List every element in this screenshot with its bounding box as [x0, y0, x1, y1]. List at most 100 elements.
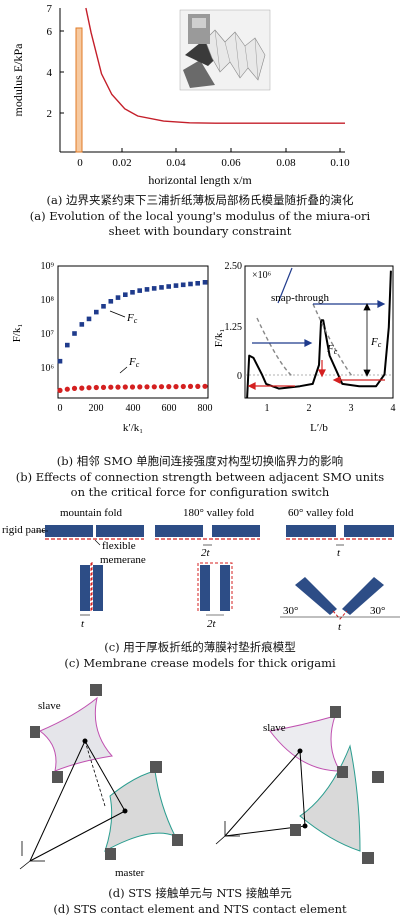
lower-data-point	[158, 384, 165, 390]
b-y-tick-1e9: 10⁹	[41, 261, 55, 272]
panel-a-inset-photo	[179, 9, 271, 91]
y-tick-6: 6	[47, 26, 53, 38]
svg-text:Fc: Fc	[128, 356, 140, 369]
sts-contact-element	[19, 684, 183, 870]
upper-data-point	[202, 280, 208, 285]
lower-data-point	[93, 384, 99, 391]
crease-180-folded: 2t	[197, 562, 233, 630]
x-tick-0: 0	[77, 157, 83, 169]
upper-data-point	[144, 287, 150, 292]
panel-b-blue-arrows	[252, 267, 386, 347]
lower-data-point	[79, 385, 85, 391]
panel-d-caption-cn: (d) STS 接触单元与 NTS 接触单元	[108, 886, 292, 900]
x-tick-002: 0.02	[112, 157, 131, 169]
label-t-60: t	[338, 621, 342, 633]
b-y-tick-1e6: 10⁶	[41, 363, 55, 374]
panel-b-right-y-ticks: 2.50 1.25 0	[225, 261, 243, 382]
lower-data-point	[86, 385, 92, 391]
panel-b-left-y-label: F/k₁	[11, 324, 23, 343]
panel-b-caption-cn: (b) 相邻 SMO 单胞间连接强度对构型切换临界力的影响	[56, 454, 344, 468]
panel-b-right-x-ticks: 1 2 3 4	[265, 403, 396, 414]
panel-a-figure: 7 6 4 2 modulus E/kPa 0 0.02 0.04 0.06 0…	[11, 3, 350, 187]
panel-a-modulus-line	[85, 7, 345, 124]
panel-d-figure: slave master slave	[19, 684, 384, 879]
upper-data-point	[72, 331, 77, 336]
lower-data-point	[100, 384, 107, 390]
y-tick-7: 7	[47, 3, 53, 15]
label-30-left: 30°	[283, 605, 298, 617]
upper-data-point	[57, 358, 63, 364]
lower-data-point	[137, 384, 143, 390]
label-2t-folded: 2t	[207, 618, 217, 630]
panel-b-caption-en-1: (b) Effects of connection strength betwe…	[15, 470, 385, 484]
panel-c-caption-cn: (c) 用于厚板折纸的薄膜衬垫折痕模型	[104, 640, 296, 654]
upper-data-point	[101, 304, 106, 309]
panel-a-curve	[85, 7, 345, 124]
lower-data-point	[64, 386, 70, 392]
label-t-mountain: t	[81, 618, 85, 630]
upper-data-point	[86, 316, 92, 322]
nts-contact-element	[215, 706, 384, 864]
label-slave-left: slave	[38, 700, 61, 712]
b-x-tick-0: 0	[58, 403, 63, 414]
label-t-top: t	[337, 547, 341, 559]
panel-b-right-curve	[246, 270, 392, 399]
upper-data-point	[65, 342, 70, 348]
x-tick-008: 0.08	[276, 157, 296, 169]
lower-data-point	[57, 387, 63, 393]
panel-b-fc-lower: Fc	[119, 356, 140, 374]
panel-b-caption-en-2: on the critical force for configuration …	[70, 485, 330, 499]
panel-b-figure: 10⁹ 10⁸ 10⁷ 10⁶ F/k₁ 0 200 400 600 800 k…	[11, 261, 396, 434]
br-x-2: 2	[307, 403, 312, 414]
panel-b-left-x-ticks: 0 200 400 600 800	[58, 403, 213, 414]
svg-text:Fc: Fc	[126, 312, 138, 325]
lower-data-point	[151, 384, 157, 390]
panel-b-right-scale: ×10⁶	[252, 270, 272, 281]
upper-data-point	[173, 283, 179, 288]
upper-data-point	[166, 284, 171, 289]
panel-a-caption-en-2: sheet with boundary constraint	[108, 224, 292, 238]
panel-a-axes	[59, 8, 345, 153]
panel-b-left-frame	[57, 265, 209, 399]
panel-a-x-ticks: 0 0.02 0.04 0.06 0.08 0.10	[77, 157, 350, 169]
crease-60-flat: t	[286, 525, 394, 559]
lower-data-point	[202, 383, 208, 389]
b-y-tick-1e7: 10⁷	[41, 329, 55, 340]
label-memerane: memerane	[100, 554, 146, 566]
crease-mountain-folded: t	[80, 561, 103, 630]
upper-data-point	[94, 309, 99, 315]
label-flexible: flexible	[102, 540, 136, 552]
upper-data-point	[195, 281, 200, 286]
lower-data-point	[122, 384, 128, 390]
panel-a-y-label: modulus E/kPa	[11, 43, 25, 117]
b-y-tick-1e8: 10⁸	[41, 295, 55, 306]
upper-data-point	[180, 282, 186, 288]
panel-b-right-fc-mid: Fc	[326, 343, 338, 356]
panel-b-left-y-ticks: 10⁹ 10⁸ 10⁷ 10⁶	[41, 261, 55, 374]
crease-60-folded: 30° 30° t	[280, 577, 400, 633]
upper-data-point	[123, 292, 128, 297]
y-tick-4: 4	[47, 67, 53, 79]
panel-b-right-x-label: L′/b	[310, 422, 328, 434]
y-tick-2: 2	[47, 108, 53, 120]
panel-b-left-x-label: k′/k₁	[123, 422, 143, 434]
x-tick-004: 0.04	[166, 157, 186, 169]
panel-a-highlight-bar	[75, 27, 83, 153]
lower-data-point	[195, 383, 201, 389]
lower-data-point	[187, 383, 194, 389]
b-x-tick-600: 600	[162, 403, 177, 414]
panel-b-red-arrows	[247, 360, 385, 390]
b-x-tick-400: 400	[126, 403, 141, 414]
label-master: master	[115, 867, 145, 879]
label-slave-right: slave	[263, 722, 286, 734]
upper-data-point	[159, 285, 164, 290]
br-y-250: 2.50	[225, 261, 243, 272]
b-x-tick-200: 200	[89, 403, 104, 414]
panel-b-scatter	[57, 280, 208, 393]
lower-data-point	[166, 384, 172, 390]
panel-b-right-frame	[244, 265, 394, 399]
panel-c-figure: mountain fold 180° valley fold 60° valle…	[2, 507, 400, 633]
panel-c-caption-en: (c) Membrane crease models for thick ori…	[64, 656, 336, 670]
x-tick-006: 0.06	[221, 157, 241, 169]
upper-data-point	[137, 288, 142, 293]
